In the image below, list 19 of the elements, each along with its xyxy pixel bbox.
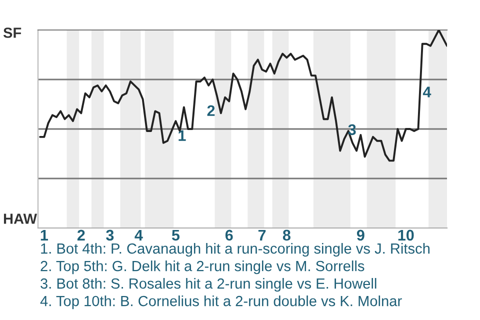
x-tick-label: 1: [40, 230, 48, 240]
x-tick-label: 6: [225, 230, 233, 241]
x-tick-label: 5: [172, 230, 180, 241]
annotation: 1: [178, 130, 186, 141]
text: 3. Bot 8th: S. Rosales hit a 2-run single vs E. Howell: [40, 278, 376, 292]
text: SF: [3, 28, 22, 38]
x-tick-label: 9: [356, 230, 364, 241]
text: 4. Top 10th: B. Cornelius hit a 2-run double vs K. Molnar: [40, 296, 402, 310]
text: 1. Bot 4th: P. Cavanaugh hit a run-scoring single vs J. Ritsch: [41, 243, 430, 257]
x-tick-label: 7: [258, 230, 266, 240]
text: 2. Top 5th: G. Delk hit a 2-run single vs M. Sorrells: [40, 260, 364, 274]
x-tick-label: 8: [282, 230, 290, 241]
x-tick-label: 3: [106, 230, 114, 241]
annotation: 4: [422, 86, 432, 98]
annotation: 2: [207, 105, 215, 116]
text: HAW: [4, 214, 38, 224]
x-tick-label: 4: [134, 230, 143, 240]
x-tick-label: 10: [398, 230, 414, 241]
x-tick-label: 2: [77, 230, 85, 240]
